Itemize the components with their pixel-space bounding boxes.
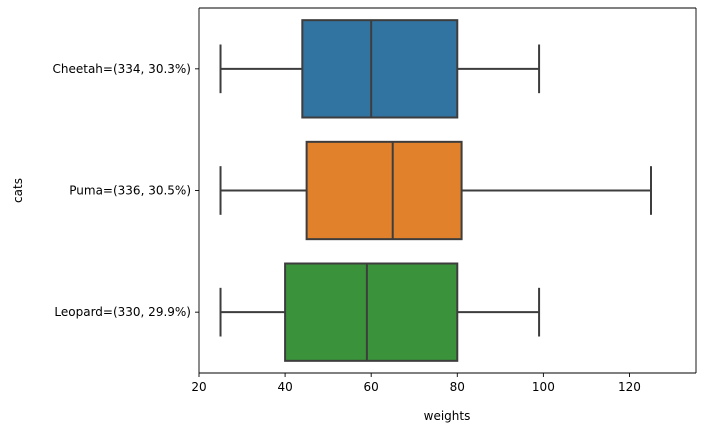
x-tick-label: 120 — [618, 380, 641, 394]
y-axis-label: cats — [11, 178, 25, 203]
x-tick-label: 100 — [532, 380, 555, 394]
ticks-layer: Cheetah=(334, 30.3%) Puma=(336, 30.5%) Leo… — [53, 62, 641, 394]
y-tick-label: Leopard=(330, 29.9%) — [54, 305, 191, 319]
y-tick-label: Cheetah=(334, 30.3%) — [53, 62, 192, 76]
box-group — [219, 19, 541, 119]
x-axis-label: weights — [424, 409, 471, 423]
axes-frame — [198, 7, 697, 374]
x-tick-label: 60 — [364, 380, 379, 394]
x-tick-label: 20 — [191, 380, 206, 394]
x-tick-label: 80 — [450, 380, 465, 394]
box-iqr — [305, 140, 463, 241]
x-tick-label: 40 — [277, 380, 292, 394]
y-tick-label: Puma=(336, 30.5%) — [69, 184, 191, 198]
box-iqr — [284, 262, 459, 362]
boxes-layer — [219, 19, 652, 362]
box-group — [219, 140, 652, 241]
box-group — [219, 262, 541, 362]
box-iqr — [301, 19, 459, 119]
